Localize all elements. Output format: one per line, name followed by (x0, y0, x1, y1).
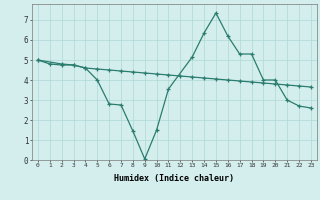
X-axis label: Humidex (Indice chaleur): Humidex (Indice chaleur) (115, 174, 234, 183)
